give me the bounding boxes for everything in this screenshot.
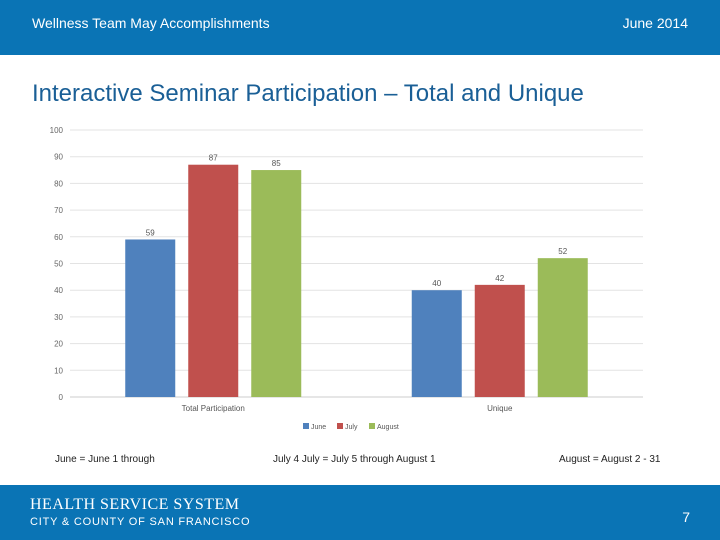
y-tick-label: 30 [54, 313, 63, 322]
bar-july [188, 164, 239, 397]
legend: June July August [303, 423, 399, 431]
slide-title: Interactive Seminar Participation – Tota… [32, 80, 584, 107]
footnote-august: August = August 2 - 31 [559, 454, 661, 465]
y-tick-label: 80 [54, 179, 63, 188]
bar-august [537, 258, 588, 397]
y-tick-label: 20 [54, 340, 63, 349]
data-label: 42 [495, 274, 504, 283]
y-tick-label: 40 [54, 286, 63, 295]
data-label: 87 [209, 154, 218, 163]
header-date: June 2014 [622, 15, 688, 31]
bar-july [474, 284, 525, 397]
data-label: 85 [272, 159, 281, 168]
y-axis-ticks: 0 10 20 30 40 50 60 70 80 90 100 [50, 126, 64, 402]
footnote-july: July 4 July = July 5 through August 1 [273, 454, 436, 465]
legend-entry: July [345, 424, 358, 431]
data-label: 59 [146, 228, 155, 237]
y-tick-label: 10 [54, 366, 63, 375]
legend-swatch [337, 423, 343, 429]
header-bar: Wellness Team May Accomplishments June 2… [0, 0, 720, 55]
y-tick-label: 60 [54, 233, 63, 242]
category-label: Total Participation [182, 404, 245, 413]
bar-august [251, 170, 302, 397]
footer-bar: HEALTH SERVICE SYSTEM CITY & COUNTY OF S… [0, 485, 720, 540]
footnote-june: June = June 1 through [55, 454, 155, 465]
org-name: HEALTH SERVICE SYSTEM [30, 496, 240, 513]
legend-swatch [303, 423, 309, 429]
y-tick-label: 90 [54, 153, 63, 162]
y-tick-label: 0 [59, 393, 64, 402]
data-labels: 59 87 85 40 42 52 [146, 154, 568, 288]
bars [125, 164, 588, 397]
data-label: 52 [558, 247, 567, 256]
y-tick-label: 50 [54, 260, 63, 269]
data-label: 40 [432, 279, 441, 288]
bar-june [411, 290, 462, 397]
y-tick-label: 100 [50, 126, 64, 135]
org-subtitle: CITY & COUNTY OF SAN FRANCISCO [30, 516, 251, 528]
y-tick-label: 70 [54, 206, 63, 215]
category-labels: Total Participation Unique [182, 404, 513, 413]
legend-swatch [369, 423, 375, 429]
bar-chart: 0 10 20 30 40 50 60 70 80 90 100 59 87 85 40 42 52 Tota… [50, 126, 643, 431]
bar-june [125, 239, 176, 397]
legend-entry: June [311, 424, 326, 431]
category-label: Unique [487, 404, 513, 413]
header-title: Wellness Team May Accomplishments [32, 15, 270, 31]
legend-entry: August [377, 424, 399, 431]
page-number: 7 [682, 509, 690, 525]
